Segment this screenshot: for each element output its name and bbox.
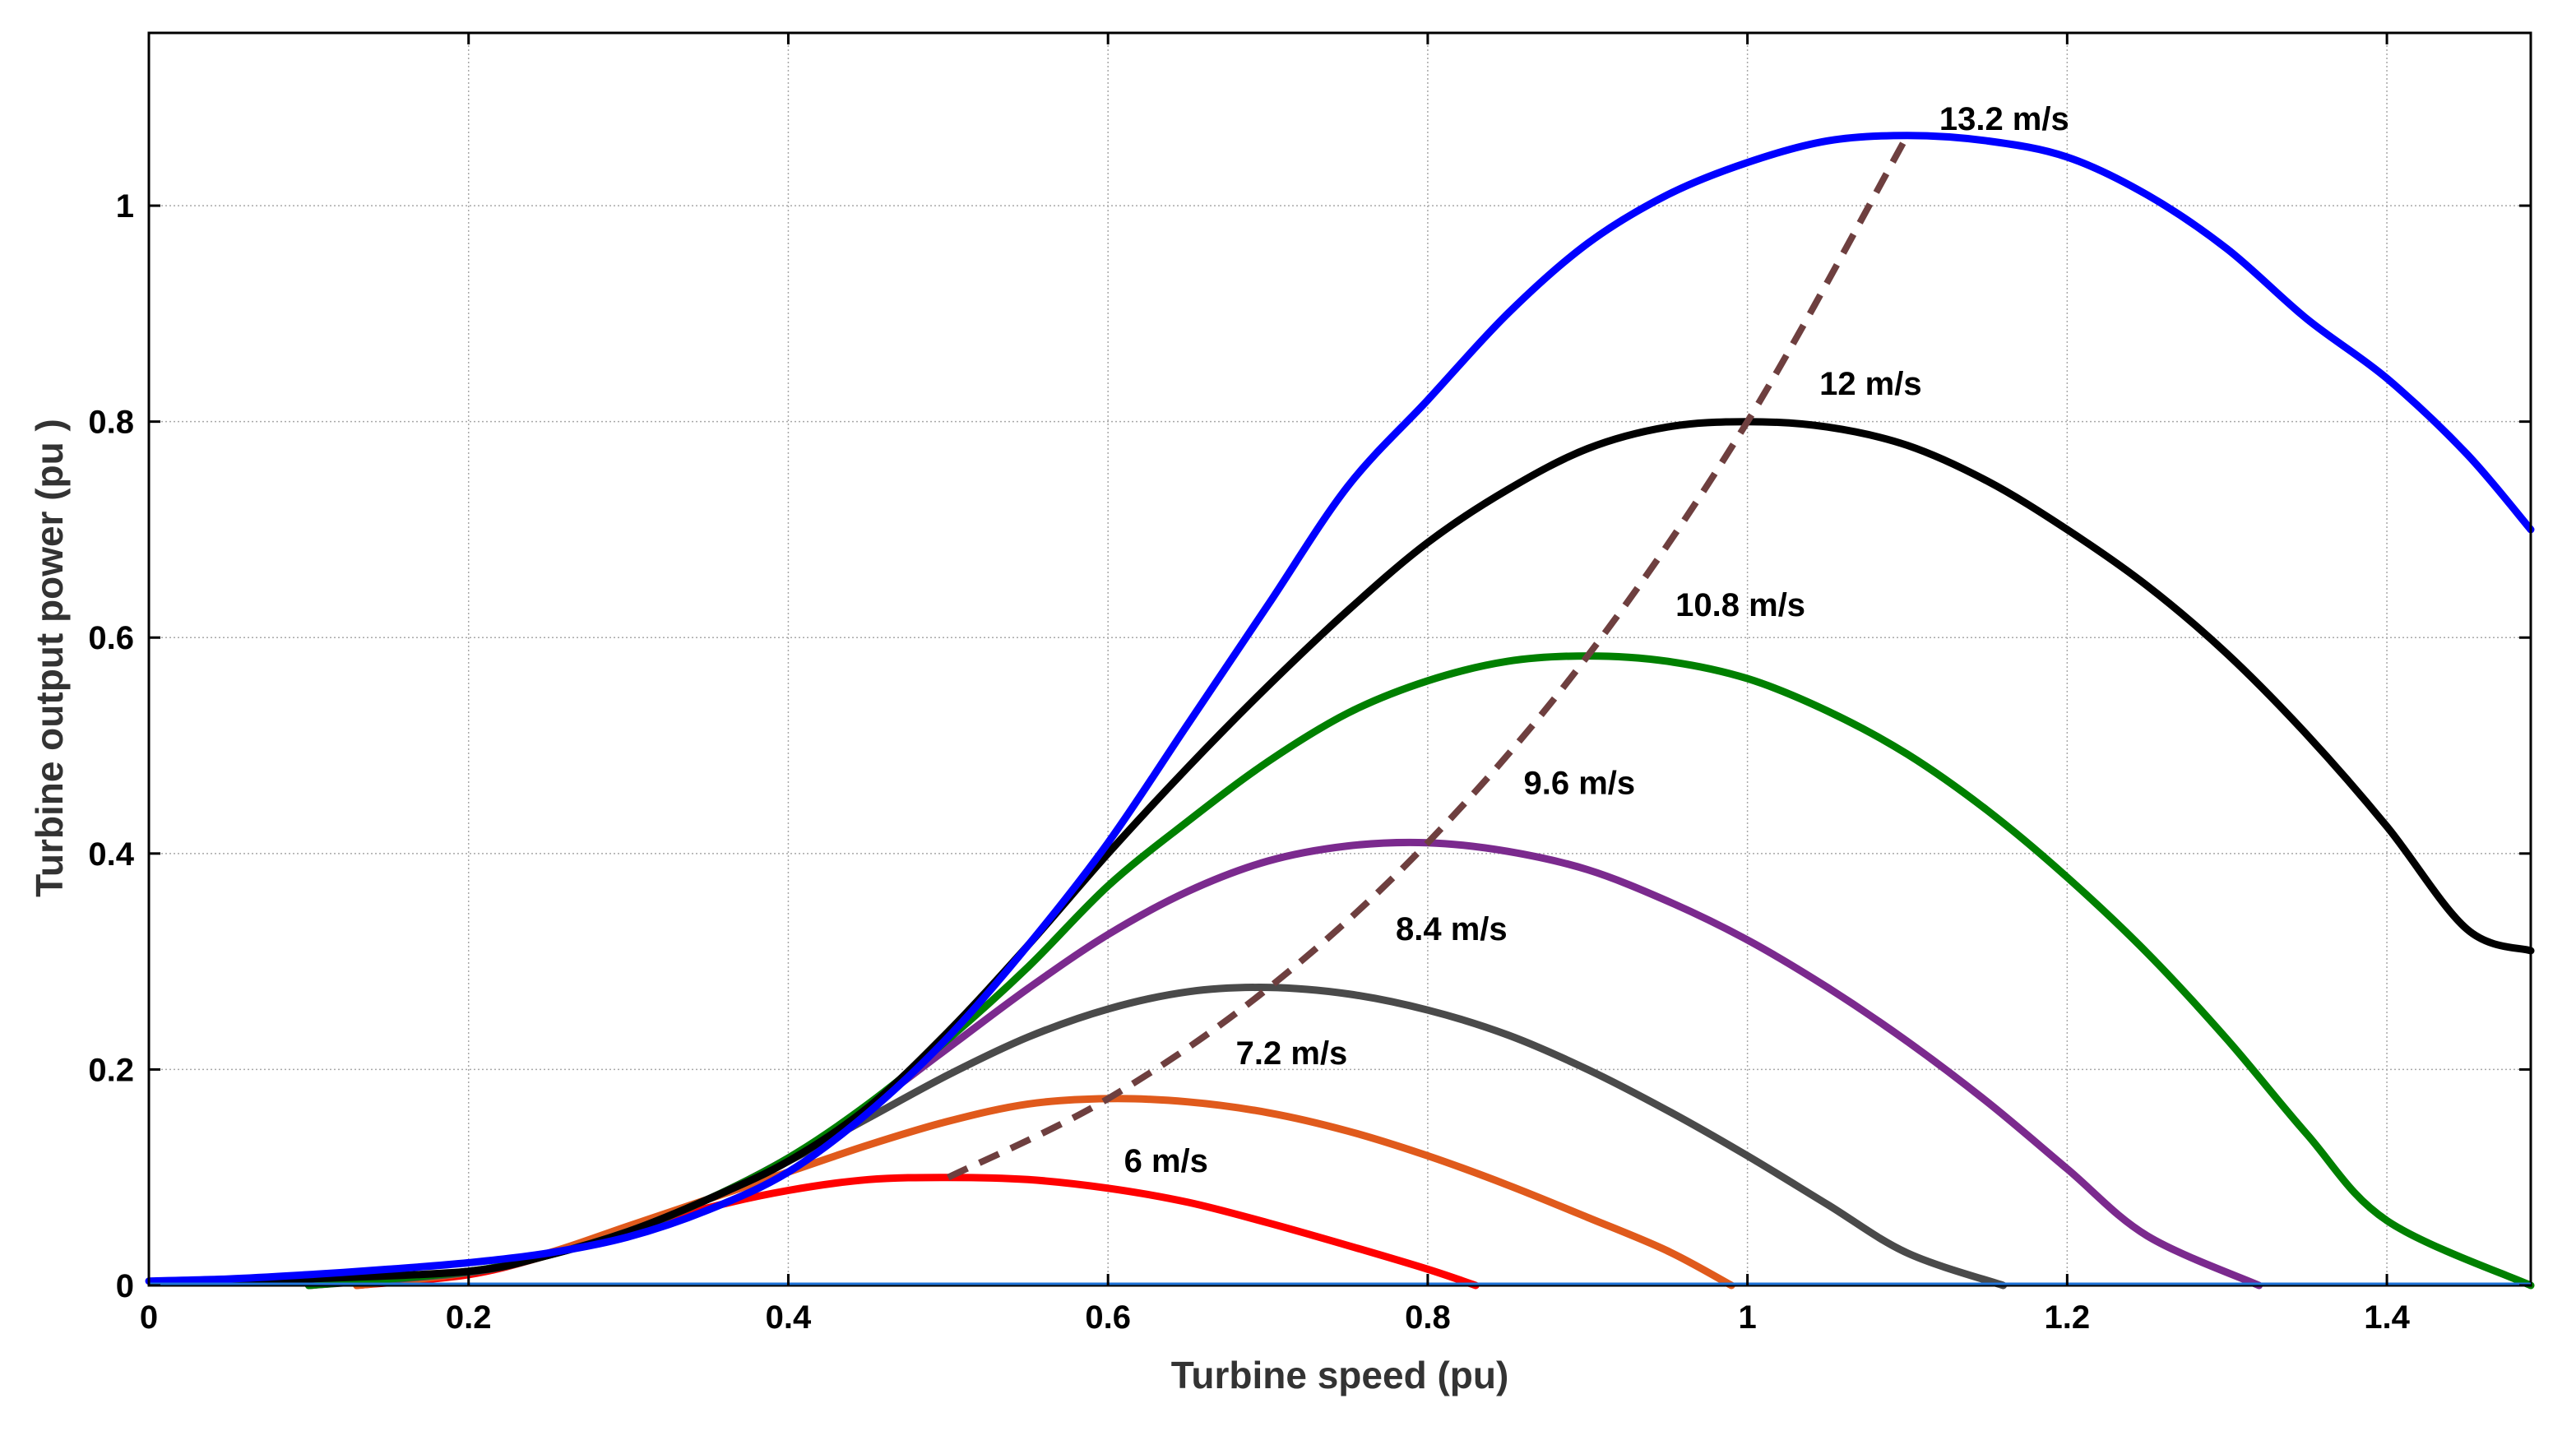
y-tick-label: 0.2 <box>88 1052 134 1088</box>
mpp-dashed-line <box>947 133 1911 1181</box>
series-label-6-m-s: 6 m/s <box>1124 1143 1208 1179</box>
series-label-8-4-m-s: 8.4 m/s <box>1396 911 1508 947</box>
x-tick-label: 0.2 <box>446 1299 492 1336</box>
plot-frame <box>147 31 2532 1287</box>
y-tick-label: 0.8 <box>88 405 134 441</box>
series-line-13-2-m-s <box>145 132 2535 1285</box>
series-group <box>145 132 2535 1290</box>
series-line-7-2-m-s <box>353 1095 1735 1290</box>
x-tick-label: 1 <box>1738 1299 1756 1336</box>
y-tick-label: 0 <box>116 1268 134 1304</box>
x-tick-label: 0.4 <box>766 1299 812 1336</box>
x-tick-label: 0.8 <box>1405 1299 1451 1336</box>
plot-background <box>149 33 2531 1285</box>
series-label-13-2-m-s: 13.2 m/s <box>1939 101 2069 137</box>
y-tick-label: 0.6 <box>88 620 134 656</box>
series-line-12-m-s <box>225 418 2535 1286</box>
x-tick-label: 1.4 <box>2364 1299 2410 1336</box>
x-tick-label: 1.2 <box>2045 1299 2091 1336</box>
x-tick-label: 0.6 <box>1085 1299 1131 1336</box>
y-tick-label: 1 <box>116 188 134 225</box>
series-label-group: 6 m/s 7.2 m/s 8.4 m/s 9.6 m/s 10.8 m/s 12 m/s… <box>1124 101 2069 1179</box>
mpp-group <box>947 133 1911 1181</box>
x-tick-label: 0 <box>140 1299 158 1336</box>
series-label-12-m-s: 12 m/s <box>1819 366 1922 402</box>
series-label-7-2-m-s: 7.2 m/s <box>1236 1035 1348 1072</box>
y-axis-title: Turbine output power (pu ) <box>28 419 71 897</box>
series-label-9-6-m-s: 9.6 m/s <box>1524 766 1636 802</box>
tick-group: 0 0.2 0.4 0.6 0.8 1 1.2 1.4 0 0.2 0.4 0.6 0.8 1 <box>88 33 2531 1336</box>
grid-lines <box>149 33 2531 1285</box>
series-label-10-8-m-s: 10.8 m/s <box>1675 587 1805 623</box>
x-axis-title: Turbine speed (pu) <box>1171 1354 1509 1396</box>
y-tick-label: 0.4 <box>88 836 134 873</box>
